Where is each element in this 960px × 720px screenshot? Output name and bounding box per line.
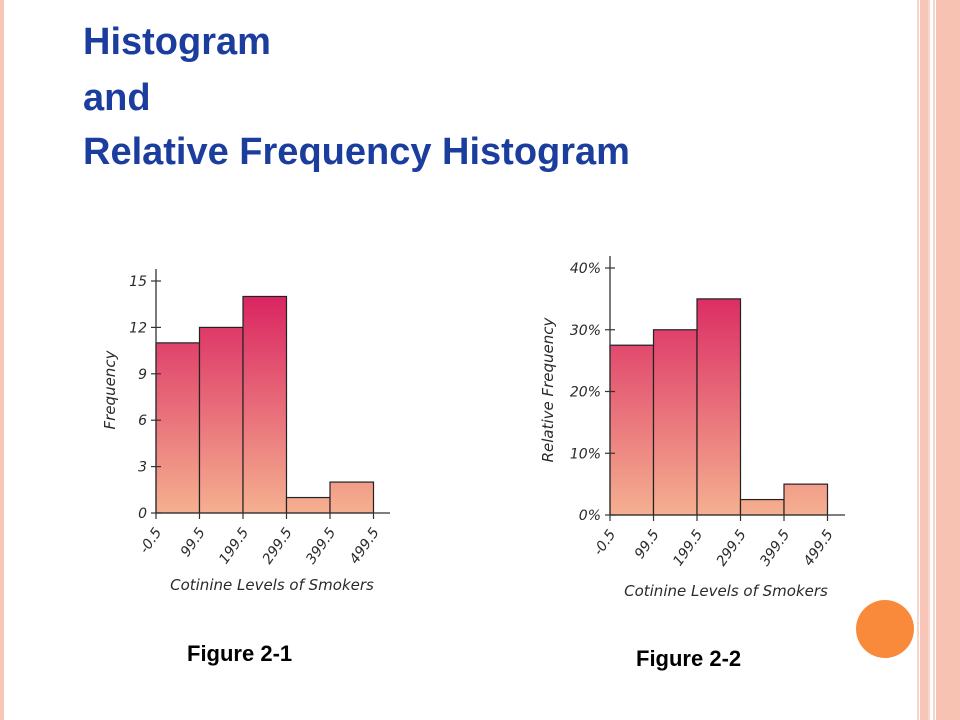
title-line-1: Histogram [83, 21, 271, 63]
title-line-2: and [83, 77, 151, 119]
y-tick-label: 0 [138, 506, 147, 522]
y-tick-label: 0% [579, 508, 601, 524]
x-tick-label: -0.5 [590, 527, 619, 559]
orange-dot-icon [856, 600, 914, 658]
x-tick-label: 499.5 [801, 527, 837, 569]
border-stripe-outer [936, 0, 960, 720]
title-line-3: Relative Frequency Histogram [83, 131, 630, 173]
x-tick-label: 99.5 [632, 527, 663, 562]
y-tick-label: 9 [138, 367, 147, 383]
bar-3 [739, 498, 785, 516]
y-tick-label: 15 [129, 274, 147, 290]
border-stripe-inner [920, 0, 928, 720]
y-tick-label: 3 [138, 460, 147, 476]
y-tick-label: 40% [570, 261, 601, 277]
y-tick-label: 10% [570, 446, 601, 462]
y-tick-label: 30% [570, 323, 601, 339]
x-tick-label: 199.5 [670, 527, 706, 569]
y-tick-label: 20% [570, 385, 601, 401]
bar-4 [783, 483, 829, 516]
caption-figure-2-2: Figure 2-2 [636, 646, 742, 671]
y-tick-label: 6 [138, 413, 147, 429]
x-axis-label: Cotinine Levels of Smokers [624, 582, 828, 600]
caption-figure-2-1: Figure 2-1 [187, 641, 293, 666]
x-tick-label: 299.5 [714, 527, 750, 569]
bar-1 [198, 326, 244, 514]
y-tick-label: 12 [129, 320, 147, 336]
border-stripe-left [0, 0, 4, 720]
x-tick-label: 399.5 [757, 527, 793, 569]
y-axis-label: Relative Frequency [539, 316, 557, 462]
x-axis-label: Cotinine Levels of Smokers [170, 576, 374, 594]
bar-2 [696, 298, 742, 516]
bar-0 [609, 344, 655, 516]
y-axis-label: Frequency [101, 349, 119, 429]
bar-1 [652, 329, 698, 516]
bar-4 [329, 481, 375, 514]
